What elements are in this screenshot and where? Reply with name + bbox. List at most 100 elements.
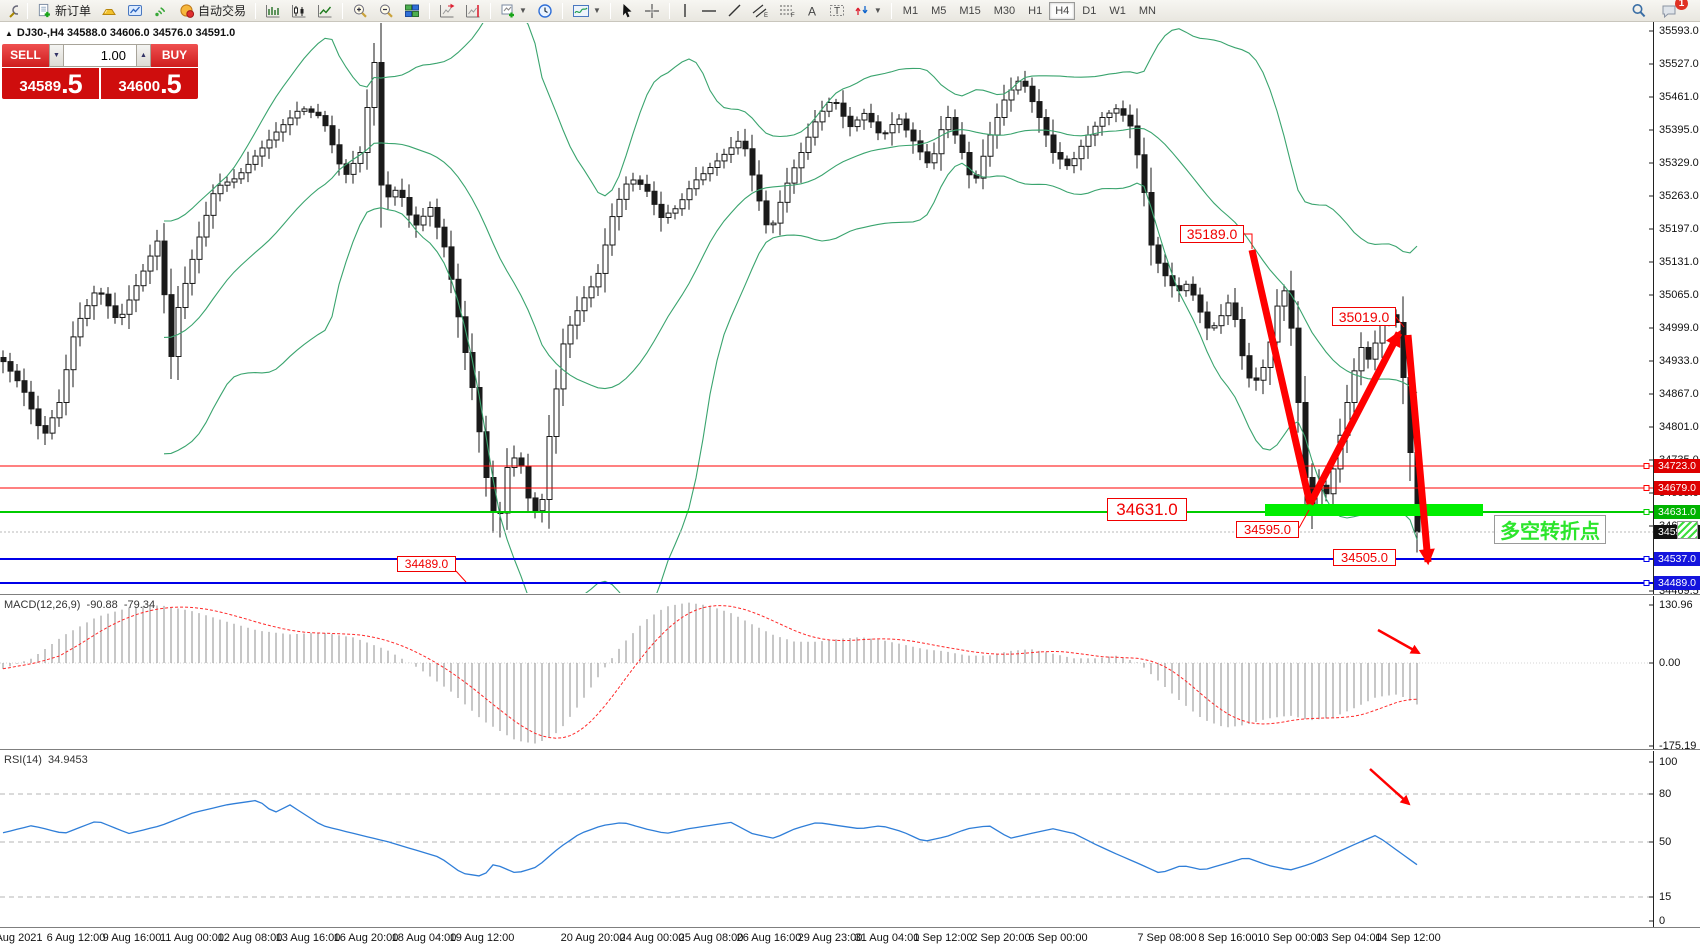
trend-arrow[interactable] [1404,334,1435,566]
price-callout[interactable]: 35189.0 [1180,225,1244,243]
bull-candle [686,188,693,201]
arrows-icon[interactable]: ▼ [851,1,886,21]
market-monitor-icon[interactable] [123,1,147,21]
search-icon[interactable] [1627,1,1651,21]
line-chart-icon[interactable] [313,1,337,21]
bull-candle [707,167,714,175]
timeframe-h1[interactable]: H1 [1022,2,1048,20]
text-icon[interactable]: A [802,1,823,21]
bull-candle [504,467,511,514]
turning-point-annotation[interactable]: 多空转折点 [1494,515,1606,544]
chart-shift-icon[interactable] [435,1,459,21]
price-callout[interactable]: 34595.0 [1236,521,1299,538]
price-callout[interactable]: 35019.0 [1332,307,1396,326]
buy-button[interactable]: BUY [151,44,198,67]
toolbar: 新订单 自动交易 [0,0,1700,22]
timeframe-mn[interactable]: MN [1133,2,1162,20]
rsi-title: RSI(14) [4,754,42,766]
price-callout[interactable]: 34489.0 [397,556,456,572]
fibonacci-icon[interactable]: F [775,1,800,21]
trendline-icon[interactable] [723,1,746,21]
price-callout[interactable]: 34631.0 [1107,498,1187,521]
bear-candle [385,184,392,198]
bear-candle [98,292,105,295]
ask-price-display[interactable]: 34600 .5 [101,68,198,99]
zoom-in-icon[interactable] [348,1,372,21]
bull-candle [994,117,1001,136]
cursor-icon[interactable] [616,1,638,21]
trend-arrow[interactable] [1306,330,1403,506]
bear-candle [0,357,7,363]
auto-trading-label: 自动交易 [198,4,247,18]
partial-magnifier-icon[interactable] [4,1,22,21]
chart-end-icon[interactable] [461,1,485,21]
bull-candle [553,388,560,437]
bollinger-upper [164,23,1418,254]
callout-leader-line [1298,509,1310,529]
volume-decrease-button[interactable]: ▼ [49,44,64,67]
new-order-button[interactable]: 新订单 [33,1,95,21]
bull-candle [539,499,546,512]
bear-candle [42,425,49,434]
candlestick-chart-icon[interactable] [287,1,311,21]
timeframe-m15[interactable]: M15 [953,2,986,20]
bull-candle [602,244,609,274]
line-drag-handle[interactable] [1643,463,1650,469]
chat-notification-icon[interactable]: 1 [1657,0,1688,21]
new-chart-icon[interactable]: ▼ [496,1,531,21]
bear-candle [469,352,476,388]
green-hatch-marker[interactable] [1677,521,1698,539]
trend-arrow[interactable] [1377,628,1421,655]
bid-price-display[interactable]: 34589 .5 [2,68,99,99]
line-drag-handle[interactable] [1643,580,1650,586]
vertical-line-icon[interactable] [675,1,695,21]
crosshair-icon[interactable] [640,1,664,21]
bid-pip-digits: .5 [61,69,83,99]
bull-candle [665,212,672,218]
signal-icon[interactable] [149,1,173,21]
bull-candle [1351,370,1358,404]
auto-trading-button[interactable]: 自动交易 [175,1,250,21]
time-axis-label: 10 Sep 00:00 [1257,932,1323,944]
bull-candle [1218,315,1225,327]
tile-windows-icon[interactable] [400,1,424,21]
turning-point-text: 多空转折点 [1500,521,1600,543]
bar-chart-icon[interactable] [261,1,285,21]
bull-candle [826,102,833,112]
bear-candle [1288,290,1295,329]
pivot-highlight-bar[interactable] [1265,504,1483,516]
timeframe-w1[interactable]: W1 [1103,2,1132,20]
clock-icon[interactable] [533,1,557,21]
price-callout[interactable]: 34505.0 [1333,549,1396,566]
bear-candle [644,183,651,192]
line-drag-handle[interactable] [1643,485,1650,491]
timeframe-h4[interactable]: H4 [1049,1,1076,20]
line-drag-handle[interactable] [1643,556,1650,562]
time-axis-label: 14 Sep 12:00 [1375,932,1441,944]
timeframe-m1[interactable]: M1 [897,2,924,20]
pane-separator-main-macd[interactable] [0,594,1700,596]
timeframe-d1[interactable]: D1 [1076,2,1102,20]
zoom-out-icon[interactable] [374,1,398,21]
volume-input[interactable] [64,44,136,67]
gold-bar-icon[interactable] [97,1,121,21]
bull-candle [70,336,77,371]
sell-button[interactable]: SELL [2,44,49,67]
trend-arrow[interactable] [1248,249,1314,505]
trend-arrow[interactable] [1369,768,1411,806]
text-label-icon[interactable]: T [825,1,849,21]
price-axis-label: 35395.0 [1659,124,1699,136]
price-axis-label: 35329.0 [1659,157,1699,169]
bull-candle [252,155,259,165]
timeframe-m30[interactable]: M30 [988,2,1021,20]
line-drag-handle[interactable] [1643,509,1650,515]
equidistant-channel-icon[interactable]: E [748,1,773,21]
timeframe-m5[interactable]: M5 [925,2,952,20]
horizontal-line-icon[interactable] [697,1,721,21]
notification-badge: 1 [1675,0,1688,10]
indicator-window-icon[interactable]: ▼ [568,1,605,21]
pane-separator-macd-rsi[interactable] [0,749,1700,751]
volume-increase-button[interactable]: ▲ [136,44,151,67]
bear-candle [35,408,42,427]
chart-symbol-header[interactable]: ▲ DJ30-,H4 34588.0 34606.0 34576.0 34591… [5,27,235,39]
